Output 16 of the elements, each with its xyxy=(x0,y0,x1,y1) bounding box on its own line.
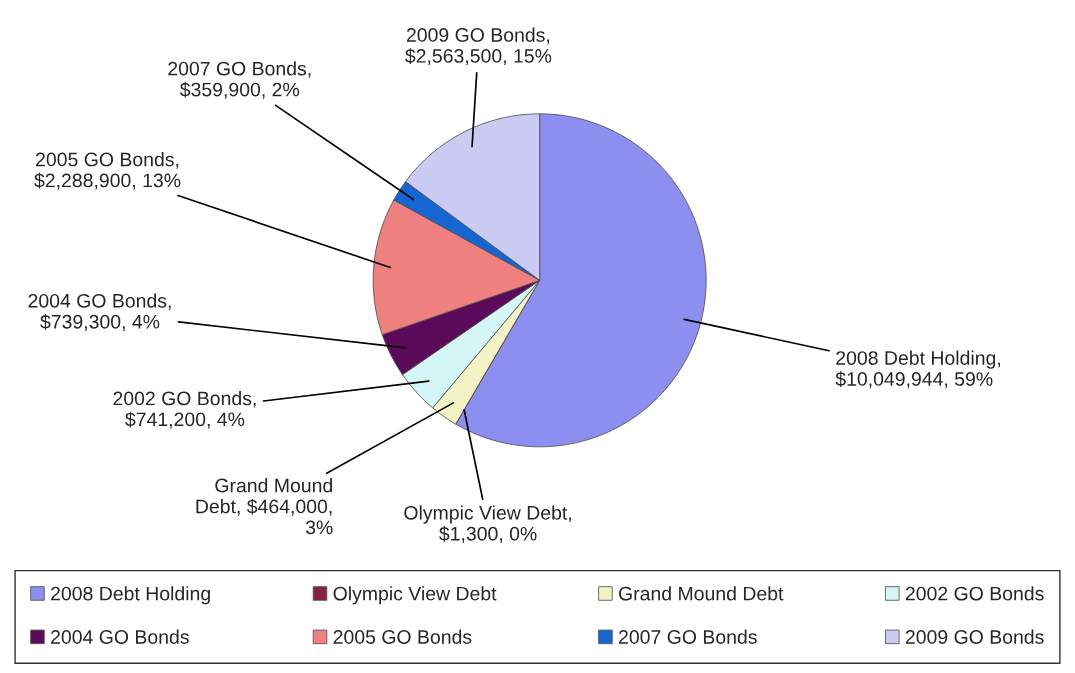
data-label: Olympic View Debt, $1,300, 0% xyxy=(404,505,571,543)
data-label: 2002 GO Bonds, $741,200, 4% xyxy=(113,391,256,429)
legend-label: Grand Mound Debt xyxy=(619,586,784,601)
data-label: 2009 GO Bonds, $2,563,500, 15% xyxy=(405,27,552,66)
data-label: 2004 GO Bonds, $739,300, 4% xyxy=(28,293,171,331)
data-label: 2007 GO Bonds, $359,900, 2% xyxy=(168,61,311,99)
legend-label: 2007 GO Bonds xyxy=(619,629,757,644)
legend-label: 2004 GO Bonds xyxy=(51,629,189,644)
legend-label: Olympic View Debt xyxy=(333,586,497,605)
legend-label: 2009 GO Bonds xyxy=(905,629,1044,644)
data-label: Grand Mound Debt, $464,000, 3% xyxy=(196,478,333,535)
legend-label: 2002 GO Bonds xyxy=(905,586,1044,601)
legend-label: 2005 GO Bonds xyxy=(333,629,472,644)
data-label: 2008 Debt Holding, $10,049,944, 59% xyxy=(835,350,1000,389)
legend-label: 2008 Debt Holding xyxy=(51,586,210,605)
data-label: 2005 GO Bonds, $2,288,900, 13% xyxy=(34,152,181,190)
